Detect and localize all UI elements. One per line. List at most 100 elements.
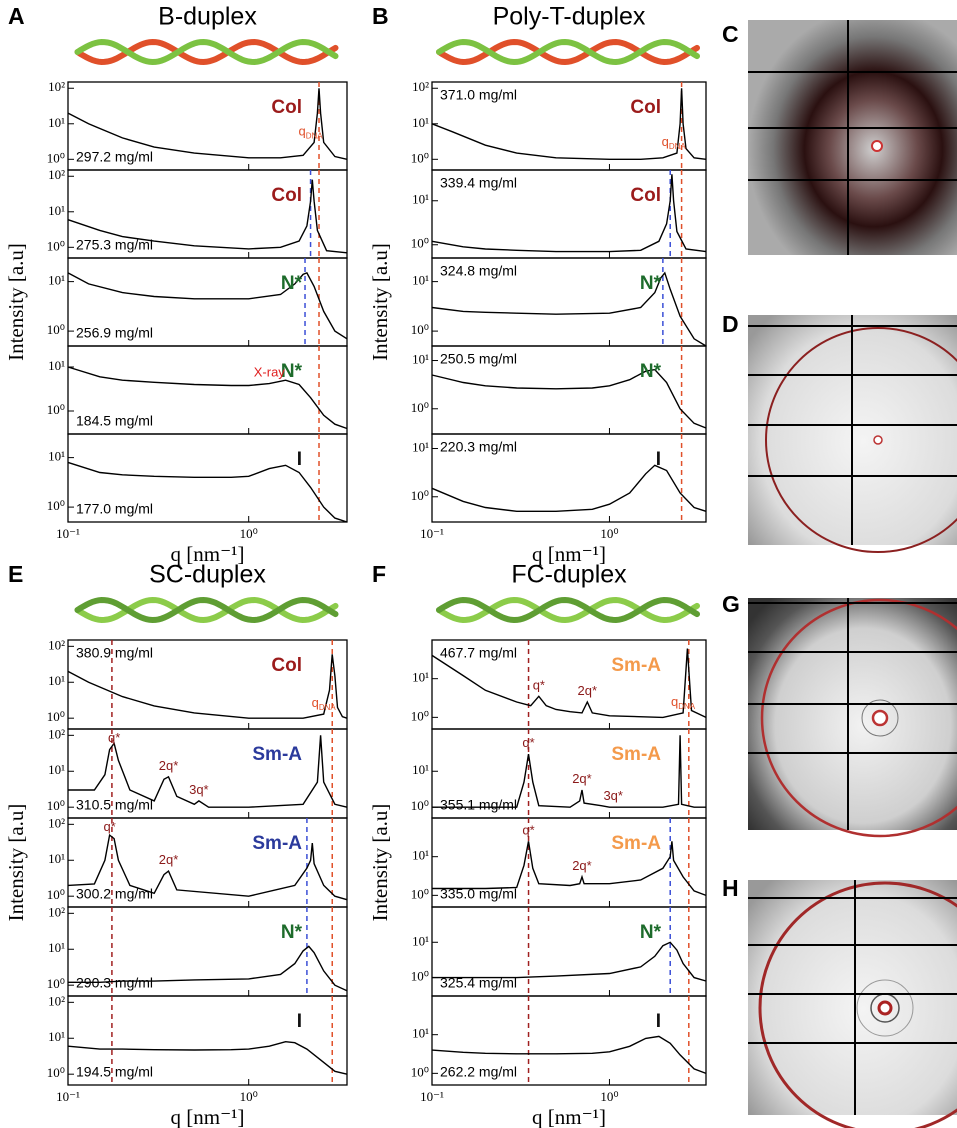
peak-annotation: q* — [533, 678, 545, 693]
annotation-text: q* — [533, 678, 545, 693]
y-tick-label: 10⁰ — [47, 976, 65, 991]
phase-label: I — [656, 1011, 661, 1032]
y-tick-label: 10¹ — [412, 933, 429, 948]
y-tick-label: 10¹ — [412, 192, 429, 207]
y-tick-label: 10² — [412, 79, 429, 94]
y-tick-label: 10⁰ — [411, 708, 429, 723]
image-panel-c: C — [722, 20, 957, 255]
annotation-text: X-ray — [254, 365, 286, 380]
y-tick-label: 10⁰ — [47, 402, 65, 417]
y-tick-label: 10² — [48, 904, 65, 919]
y-tick-label: 10⁰ — [47, 498, 65, 513]
y-tick-label: 10⁰ — [411, 886, 429, 901]
y-tick-label: 10² — [48, 79, 65, 94]
phase-label: N* — [281, 922, 303, 943]
phase-label: N* — [640, 922, 662, 943]
center-spot — [872, 141, 882, 151]
intensity-curve — [68, 654, 347, 718]
annotation-subscript: DNA — [306, 131, 324, 140]
center-spot — [879, 1002, 891, 1014]
y-tick-label: 10¹ — [48, 203, 65, 218]
concentration-label: 256.9 mg/ml — [76, 325, 153, 341]
y-tick-label: 10⁰ — [47, 709, 65, 724]
phase-label: N* — [640, 273, 662, 294]
concentration-label: 275.3 mg/ml — [76, 237, 153, 253]
y-axis-label: Intensity [a.u] — [368, 243, 392, 361]
concentration-label: 371.0 mg/ml — [440, 87, 517, 103]
phase-label: N* — [640, 361, 662, 382]
concentration-label: 184.5 mg/ml — [76, 413, 153, 429]
concentration-label: 380.9 mg/ml — [76, 645, 153, 661]
chart-title: SC-duplex — [149, 561, 266, 589]
concentration-label: 177.0 mg/ml — [76, 501, 153, 517]
image-panel-d: D — [722, 311, 957, 552]
annotation-text: 2q* — [159, 853, 179, 868]
y-tick-label: 10¹ — [48, 273, 65, 288]
phase-label: Sm-A — [252, 833, 302, 854]
y-tick-label: 10² — [48, 167, 65, 182]
concentration-label: 325.4 mg/ml — [440, 975, 517, 991]
annotation-text: q — [671, 694, 678, 709]
concentration-label: 290.3 mg/ml — [76, 975, 153, 991]
y-tick-label: 10¹ — [48, 762, 65, 777]
x-tick-label: 10⁰ — [240, 526, 258, 541]
y-tick-label: 10¹ — [48, 851, 65, 866]
y-tick-label: 10⁰ — [47, 887, 65, 902]
y-tick-label: 10⁰ — [411, 236, 429, 251]
center-spot — [873, 711, 887, 725]
panel-letter: G — [722, 591, 740, 617]
x-axis-label: q [nm⁻¹] — [171, 1105, 245, 1128]
concentration-label: 324.8 mg/ml — [440, 263, 517, 279]
y-tick-label: 10¹ — [48, 115, 65, 130]
concentration-label: 300.2 mg/ml — [76, 886, 153, 902]
annotation-text: q — [312, 696, 319, 711]
phase-label: Sm-A — [611, 833, 661, 854]
peak-annotation: q* — [108, 730, 120, 745]
x-tick-label: 10⁰ — [600, 526, 618, 541]
concentration-label: 297.2 mg/ml — [76, 149, 153, 165]
image-panel-h: H — [722, 875, 957, 1128]
concentration-label: 355.1 mg/ml — [440, 797, 517, 813]
y-tick-label: 10² — [48, 637, 65, 652]
y-tick-label: 10⁰ — [411, 1064, 429, 1079]
phase-label: Sm-A — [611, 744, 661, 765]
y-tick-label: 10² — [48, 993, 65, 1008]
chart-title: FC-duplex — [511, 561, 627, 589]
phase-label: Col — [271, 655, 302, 676]
annotation-text: q* — [522, 736, 534, 751]
phase-label: Sm-A — [611, 655, 661, 676]
concentration-label: 262.2 mg/ml — [440, 1064, 517, 1080]
y-tick-label: 10⁰ — [47, 1065, 65, 1080]
annotation-text: q* — [103, 819, 115, 834]
y-tick-label: 10² — [48, 726, 65, 741]
phase-label: I — [656, 449, 661, 470]
peak-annotation: qDNA — [299, 124, 324, 141]
diffraction-image — [748, 20, 957, 255]
x-tick-label: 10⁰ — [240, 1089, 258, 1104]
y-tick-label: 10¹ — [412, 762, 429, 777]
panel-letter: A — [8, 3, 25, 29]
annotation-text: q* — [522, 823, 534, 838]
y-tick-label: 10¹ — [412, 352, 429, 367]
y-tick-label: 10⁰ — [47, 798, 65, 813]
phase-label: Col — [271, 97, 302, 118]
diffraction-image — [748, 598, 957, 830]
y-tick-label: 10⁰ — [47, 238, 65, 253]
concentration-label: 194.5 mg/ml — [76, 1064, 153, 1080]
phase-label: Col — [271, 185, 302, 206]
x-tick-label: 10⁻¹ — [56, 1089, 80, 1104]
chart-title: B-duplex — [158, 3, 257, 31]
intensity-curve — [432, 465, 706, 511]
annotation-subscript: DNA — [678, 702, 696, 711]
x-tick-label: 10⁻¹ — [420, 526, 444, 541]
y-tick-label: 10⁰ — [411, 400, 429, 415]
y-axis-label: Intensity [a.u] — [4, 804, 28, 922]
y-tick-label: 10¹ — [412, 115, 429, 130]
annotation-subscript: DNA — [319, 703, 337, 712]
x-axis-label: q [nm⁻¹] — [532, 1105, 606, 1128]
center-spot — [874, 436, 882, 444]
panel-letter: B — [372, 3, 389, 29]
annotation-text: 2q* — [159, 758, 179, 773]
panel-letter: H — [722, 875, 739, 901]
concentration-label: 467.7 mg/ml — [440, 645, 517, 661]
